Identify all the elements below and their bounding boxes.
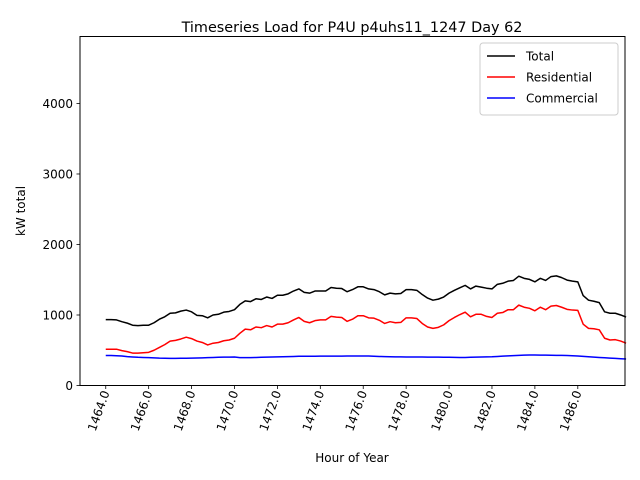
legend-box [479,42,619,116]
y-tick-label: 4000 [42,97,73,111]
plot-frame [79,36,626,386]
y-tick-label: 0 [65,379,73,393]
y-tick-label: 3000 [42,167,73,181]
x-axis-label: Hour of Year [315,451,389,465]
series-line-residential [105,304,627,354]
y-axis-label: kW total [14,186,28,236]
series-line-total [105,275,627,327]
y-tick-label: 1000 [42,308,73,322]
chart-title: Timeseries Load for P4U p4uhs11_1247 Day… [181,20,523,36]
legend-items: Total Residential Commercial [487,50,598,106]
legend-label-residential: Residential [526,71,592,85]
y-tick-label: 2000 [42,238,73,252]
legend-label-commercial: Commercial [526,92,598,106]
y-axis: 0 1000 2000 3000 4000 [42,97,80,393]
series-layer [105,275,627,360]
legend: Total Residential Commercial [479,42,619,116]
legend-label-total: Total [525,50,554,64]
series-line-commercial [105,354,627,360]
